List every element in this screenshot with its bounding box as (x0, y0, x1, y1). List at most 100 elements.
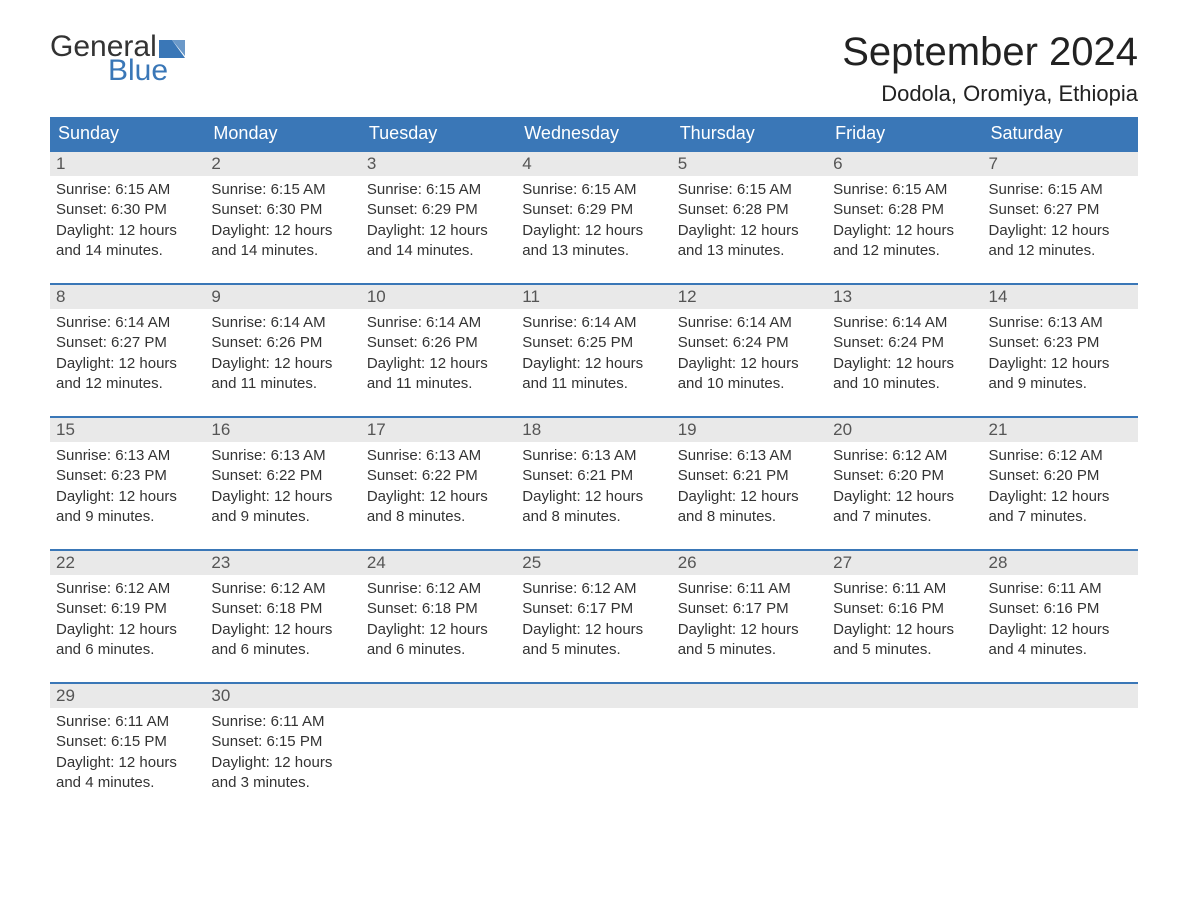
day-header-row: SundayMondayTuesdayWednesdayThursdayFrid… (50, 117, 1138, 150)
daylight-line-1: Daylight: 12 hours (678, 487, 821, 507)
day-number: 21 (983, 418, 1138, 442)
header: General Blue September 2024 Dodola, Orom… (50, 30, 1138, 107)
sunrise-line: Sunrise: 6:12 AM (56, 579, 199, 599)
day-body: Sunrise: 6:14 AMSunset: 6:26 PMDaylight:… (205, 309, 360, 398)
daylight-line-1: Daylight: 12 hours (989, 221, 1132, 241)
sunset-line: Sunset: 6:15 PM (56, 732, 199, 752)
sunrise-line: Sunrise: 6:13 AM (367, 446, 510, 466)
day-number: 2 (205, 152, 360, 176)
sunrise-line: Sunrise: 6:15 AM (678, 180, 821, 200)
day-number: 7 (983, 152, 1138, 176)
week-row: 15Sunrise: 6:13 AMSunset: 6:23 PMDayligh… (50, 416, 1138, 531)
sunrise-line: Sunrise: 6:14 AM (522, 313, 665, 333)
calendar: SundayMondayTuesdayWednesdayThursdayFrid… (50, 117, 1138, 797)
daylight-line-1: Daylight: 12 hours (678, 620, 821, 640)
day-body: Sunrise: 6:14 AMSunset: 6:25 PMDaylight:… (516, 309, 671, 398)
day-number: 18 (516, 418, 671, 442)
sunset-line: Sunset: 6:23 PM (56, 466, 199, 486)
sunset-line: Sunset: 6:17 PM (678, 599, 821, 619)
sunset-line: Sunset: 6:29 PM (367, 200, 510, 220)
day-cell: 23Sunrise: 6:12 AMSunset: 6:18 PMDayligh… (205, 551, 360, 664)
daylight-line-2: and 14 minutes. (367, 241, 510, 261)
sunrise-line: Sunrise: 6:14 AM (367, 313, 510, 333)
sunrise-line: Sunrise: 6:15 AM (211, 180, 354, 200)
day-cell: 8Sunrise: 6:14 AMSunset: 6:27 PMDaylight… (50, 285, 205, 398)
day-number: 16 (205, 418, 360, 442)
day-cell: 11Sunrise: 6:14 AMSunset: 6:25 PMDayligh… (516, 285, 671, 398)
day-body: Sunrise: 6:15 AMSunset: 6:29 PMDaylight:… (361, 176, 516, 265)
daylight-line-2: and 7 minutes. (833, 507, 976, 527)
sunset-line: Sunset: 6:18 PM (367, 599, 510, 619)
day-number: 26 (672, 551, 827, 575)
day-body: Sunrise: 6:12 AMSunset: 6:18 PMDaylight:… (205, 575, 360, 664)
day-body: Sunrise: 6:15 AMSunset: 6:28 PMDaylight:… (827, 176, 982, 265)
daylight-line-1: Daylight: 12 hours (522, 221, 665, 241)
week-row: 8Sunrise: 6:14 AMSunset: 6:27 PMDaylight… (50, 283, 1138, 398)
daylight-line-2: and 9 minutes. (211, 507, 354, 527)
day-body: Sunrise: 6:14 AMSunset: 6:24 PMDaylight:… (827, 309, 982, 398)
day-cell: 18 Sunrise: 6:13 AMSunset: 6:21 PMDayligh… (516, 418, 671, 531)
day-number: 9 (205, 285, 360, 309)
day-number: 10 (361, 285, 516, 309)
day-number: 29 (50, 684, 205, 708)
sunset-line: Sunset: 6:22 PM (367, 466, 510, 486)
daylight-line-2: and 9 minutes. (989, 374, 1132, 394)
location-text: Dodola, Oromiya, Ethiopia (842, 81, 1138, 107)
daylight-line-2: and 5 minutes. (833, 640, 976, 660)
day-number: 8 (50, 285, 205, 309)
day-header-friday: Friday (827, 117, 982, 150)
daylight-line-2: and 11 minutes. (367, 374, 510, 394)
day-body: Sunrise: 6:15 AMSunset: 6:29 PMDaylight:… (516, 176, 671, 265)
sunrise-line: Sunrise: 6:12 AM (522, 579, 665, 599)
day-cell: 15Sunrise: 6:13 AMSunset: 6:23 PMDayligh… (50, 418, 205, 531)
day-number: 22 (50, 551, 205, 575)
day-cell: 13Sunrise: 6:14 AMSunset: 6:24 PMDayligh… (827, 285, 982, 398)
sunrise-line: Sunrise: 6:13 AM (522, 446, 665, 466)
day-number: 14 (983, 285, 1138, 309)
day-header-wednesday: Wednesday (516, 117, 671, 150)
day-number: 1 (50, 152, 205, 176)
daylight-line-1: Daylight: 12 hours (522, 620, 665, 640)
sunrise-line: Sunrise: 6:13 AM (211, 446, 354, 466)
daylight-line-1: Daylight: 12 hours (833, 354, 976, 374)
day-body: Sunrise: 6:15 AMSunset: 6:30 PMDaylight:… (50, 176, 205, 265)
day-number: 11 (516, 285, 671, 309)
daylight-line-1: Daylight: 12 hours (56, 221, 199, 241)
day-header-sunday: Sunday (50, 117, 205, 150)
daylight-line-2: and 8 minutes. (678, 507, 821, 527)
daylight-line-2: and 10 minutes. (833, 374, 976, 394)
day-body: Sunrise: 6:12 AMSunset: 6:19 PMDaylight:… (50, 575, 205, 664)
day-body: Sunrise: 6:15 AMSunset: 6:28 PMDaylight:… (672, 176, 827, 265)
sunrise-line: Sunrise: 6:15 AM (989, 180, 1132, 200)
day-body: Sunrise: 6:13 AMSunset: 6:21 PMDaylight:… (672, 442, 827, 531)
day-number: 28 (983, 551, 1138, 575)
daylight-line-1: Daylight: 12 hours (522, 487, 665, 507)
day-number (827, 684, 982, 708)
day-cell: 20Sunrise: 6:12 AMSunset: 6:20 PMDayligh… (827, 418, 982, 531)
sunrise-line: Sunrise: 6:15 AM (56, 180, 199, 200)
day-number: 23 (205, 551, 360, 575)
day-header-tuesday: Tuesday (361, 117, 516, 150)
day-body: Sunrise: 6:13 AMSunset: 6:22 PMDaylight:… (205, 442, 360, 531)
sunrise-line: Sunrise: 6:14 AM (56, 313, 199, 333)
daylight-line-1: Daylight: 12 hours (833, 620, 976, 640)
day-cell: 17Sunrise: 6:13 AMSunset: 6:22 PMDayligh… (361, 418, 516, 531)
day-body: Sunrise: 6:11 AMSunset: 6:15 PMDaylight:… (50, 708, 205, 797)
day-number (672, 684, 827, 708)
day-number: 5 (672, 152, 827, 176)
sunset-line: Sunset: 6:26 PM (211, 333, 354, 353)
sunset-line: Sunset: 6:29 PM (522, 200, 665, 220)
day-body: Sunrise: 6:12 AMSunset: 6:18 PMDaylight:… (361, 575, 516, 664)
sunset-line: Sunset: 6:21 PM (678, 466, 821, 486)
day-header-thursday: Thursday (672, 117, 827, 150)
day-number: 6 (827, 152, 982, 176)
daylight-line-2: and 9 minutes. (56, 507, 199, 527)
sunrise-line: Sunrise: 6:12 AM (211, 579, 354, 599)
daylight-line-1: Daylight: 12 hours (211, 354, 354, 374)
sunset-line: Sunset: 6:21 PM (522, 466, 665, 486)
sunrise-line: Sunrise: 6:11 AM (833, 579, 976, 599)
daylight-line-1: Daylight: 12 hours (211, 753, 354, 773)
daylight-line-1: Daylight: 12 hours (211, 487, 354, 507)
day-body: Sunrise: 6:12 AMSunset: 6:20 PMDaylight:… (983, 442, 1138, 531)
sunset-line: Sunset: 6:28 PM (833, 200, 976, 220)
